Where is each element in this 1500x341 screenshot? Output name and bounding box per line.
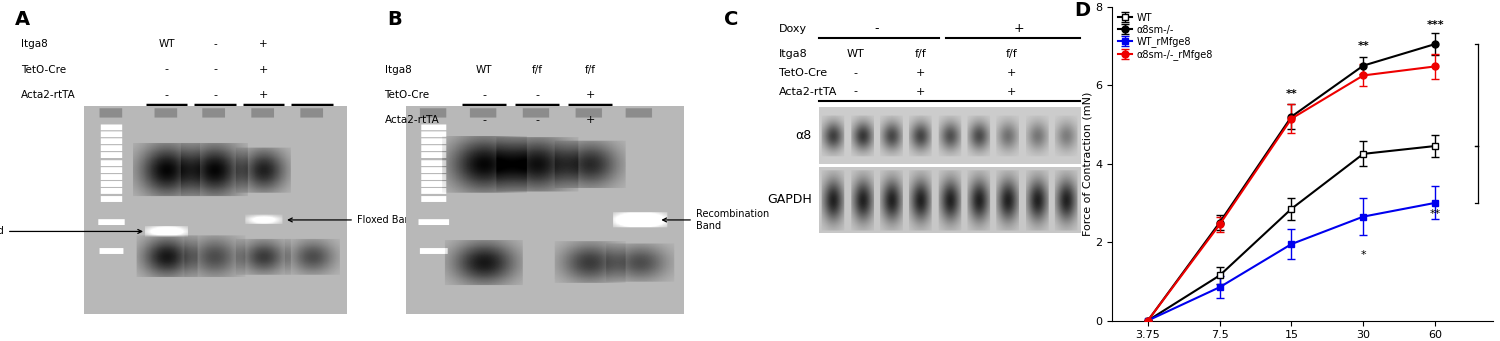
Text: +: + xyxy=(916,87,926,97)
Text: B: B xyxy=(387,10,402,29)
Text: Acta2-rtTA: Acta2-rtTA xyxy=(778,87,837,97)
Text: +: + xyxy=(1007,68,1016,78)
Text: Acta2-rtTA: Acta2-rtTA xyxy=(21,90,76,100)
Text: -: - xyxy=(482,90,486,100)
Text: -: - xyxy=(165,90,168,100)
Legend: WT, α8sm-/-, WT_rMfge8, α8sm-/-_rMfge8: WT, α8sm-/-, WT_rMfge8, α8sm-/-_rMfge8 xyxy=(1118,12,1214,61)
Text: +: + xyxy=(585,90,594,100)
Text: ***: *** xyxy=(1426,19,1444,30)
Text: Itga8: Itga8 xyxy=(21,40,48,49)
Text: D: D xyxy=(1074,1,1090,19)
Y-axis label: Force of Contraction (mN): Force of Contraction (mN) xyxy=(1083,91,1092,236)
Text: Recombination
Band: Recombination Band xyxy=(663,209,770,231)
Text: -: - xyxy=(213,64,217,75)
Text: -: - xyxy=(165,64,168,75)
Text: -: - xyxy=(536,115,538,125)
Text: C: C xyxy=(724,10,740,29)
Text: -: - xyxy=(874,22,879,35)
Text: +: + xyxy=(260,40,268,49)
Text: -: - xyxy=(853,68,856,78)
Text: -: - xyxy=(536,90,538,100)
Text: +: + xyxy=(585,115,594,125)
Text: Itga8: Itga8 xyxy=(778,49,807,59)
Text: TetO-Cre: TetO-Cre xyxy=(384,90,429,100)
Text: Itga8: Itga8 xyxy=(384,64,411,75)
Text: GAPDH: GAPDH xyxy=(766,193,812,206)
Text: WT: WT xyxy=(846,49,864,59)
Text: f/f: f/f xyxy=(915,49,927,59)
Text: f/f: f/f xyxy=(1005,49,1017,59)
Text: **: ** xyxy=(1430,209,1440,219)
Text: α8: α8 xyxy=(795,129,812,142)
Text: *: * xyxy=(1360,250,1366,260)
Text: -: - xyxy=(213,90,217,100)
Text: **: ** xyxy=(1358,41,1370,51)
Text: +: + xyxy=(260,64,268,75)
Text: TetO-Cre: TetO-Cre xyxy=(21,64,66,75)
Text: TetO-Cre: TetO-Cre xyxy=(778,68,826,78)
Text: WT: WT xyxy=(159,40,176,49)
Text: -: - xyxy=(213,40,217,49)
Text: WT: WT xyxy=(476,64,492,75)
Text: f/f: f/f xyxy=(585,64,596,75)
Text: -: - xyxy=(853,87,856,97)
Text: +: + xyxy=(1007,87,1016,97)
Text: +: + xyxy=(1014,22,1025,35)
Text: Doxy: Doxy xyxy=(778,24,807,34)
Text: +: + xyxy=(260,90,268,100)
Text: +: + xyxy=(916,68,926,78)
Text: **: ** xyxy=(1286,89,1298,99)
Text: Acta2-rtTA: Acta2-rtTA xyxy=(384,115,439,125)
Text: WT Band: WT Band xyxy=(0,226,141,236)
Text: f/f: f/f xyxy=(531,64,543,75)
Text: A: A xyxy=(15,10,30,29)
Text: Floxed Band: Floxed Band xyxy=(288,215,417,225)
Text: -: - xyxy=(482,115,486,125)
